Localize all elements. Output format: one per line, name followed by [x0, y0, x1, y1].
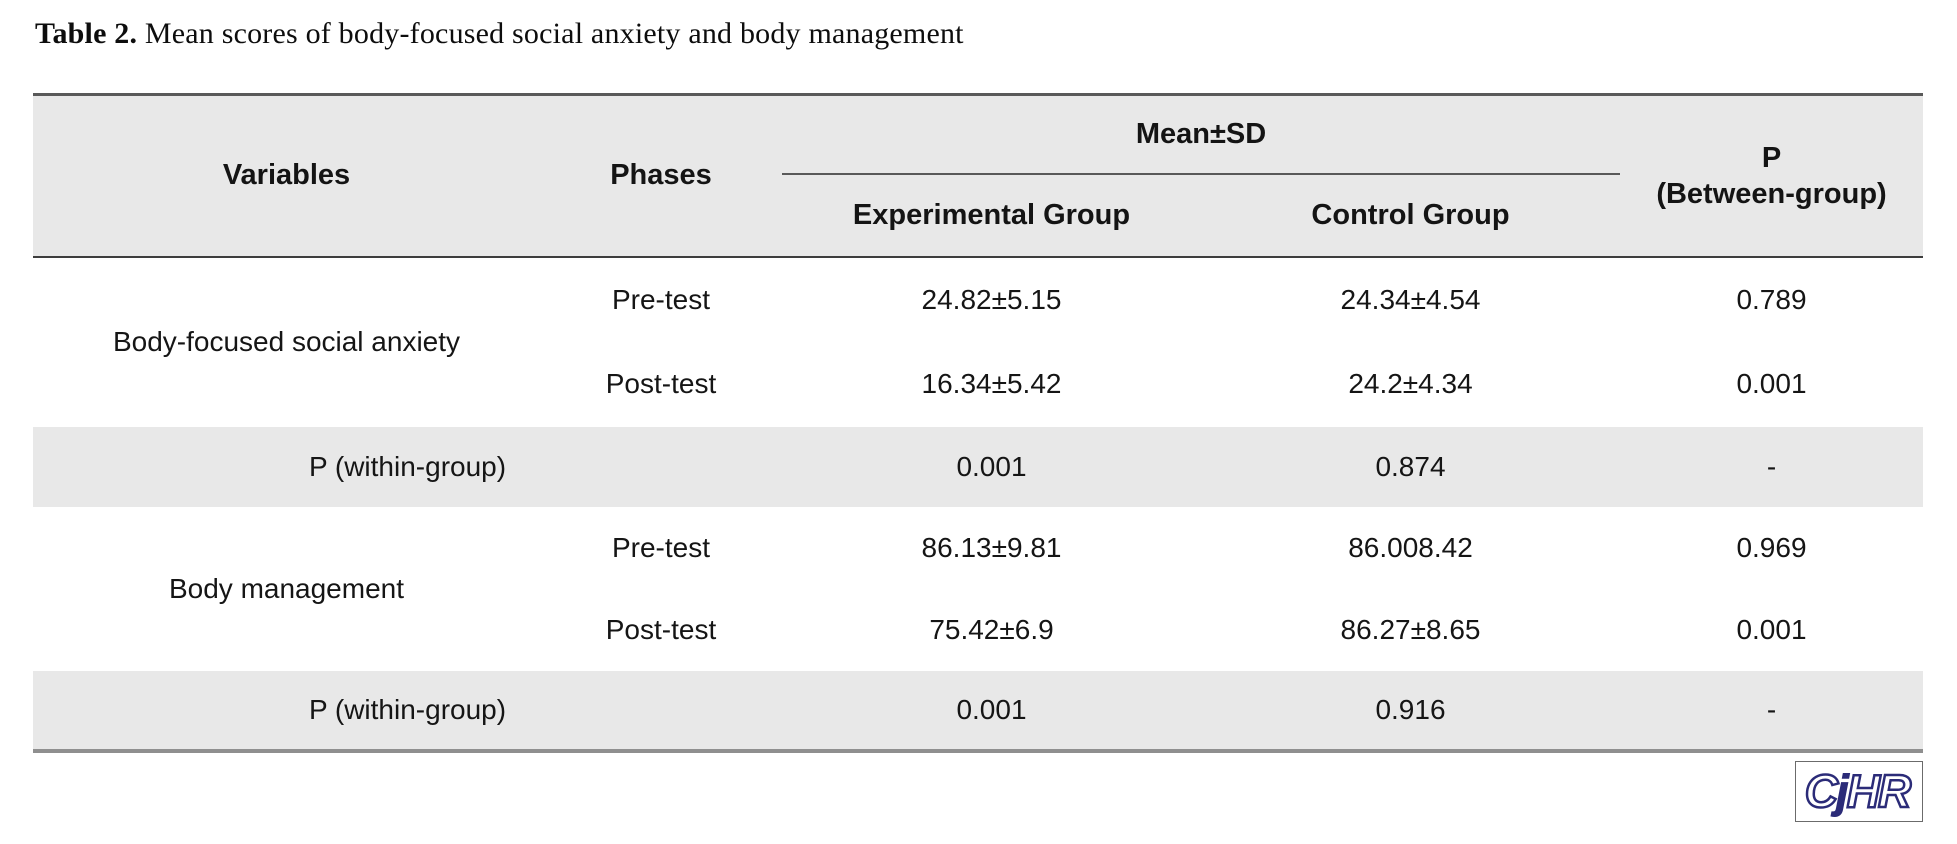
header-p-line2: (Between-group) — [1656, 177, 1887, 210]
within-value-control: 0.916 — [1201, 670, 1620, 753]
within-value-experimental: 0.001 — [956, 450, 1027, 482]
within-p-cell: - — [1620, 670, 1923, 753]
header-experimental-group: Experimental Group — [782, 173, 1201, 258]
within-group-row: P (within-group) 0.001 0.916 - — [33, 670, 1923, 753]
phase-cell: Pre-test — [611, 531, 711, 563]
value-cell-control: 24.2±4.34 — [1348, 368, 1473, 399]
header-p-line1: P — [1761, 141, 1782, 174]
logo-letter-j: j — [1836, 765, 1850, 817]
value-cell-experimental: 75.42±6.9 — [929, 613, 1054, 645]
logo-letter-c: C — [1804, 765, 1840, 817]
table-title-text: Mean scores of body-focused social anxie… — [137, 17, 964, 50]
phase-cell: Pre-test — [611, 283, 711, 315]
value-cell-control: 24.34±4.54 — [1340, 283, 1481, 315]
header-mean-sd: Mean±SD — [782, 94, 1620, 175]
p-value-cell: 0.001 — [1736, 613, 1807, 645]
header-phases: Phases — [540, 94, 782, 258]
within-value-experimental: 0.001 — [782, 670, 1201, 753]
header-control-group: Control Group — [1201, 173, 1620, 258]
logo-row: CjHR — [33, 760, 1923, 822]
within-group-label-cell: P (within-group) — [308, 450, 507, 482]
p-value-cell: 0.001 — [1736, 368, 1807, 399]
value-cell-experimental: 24.82±5.15 — [921, 283, 1062, 315]
journal-logo-text: CjHR — [1804, 765, 1913, 817]
value-cell-control: 86.008.42 — [1348, 531, 1473, 563]
within-p-cell: - — [1766, 450, 1777, 482]
table-title: Table 2. Mean scores of body-focused soc… — [35, 16, 1923, 52]
value-cell-experimental: 16.34±5.42 — [921, 368, 1062, 399]
logo-letters-hr: HR — [1846, 765, 1913, 817]
phase-cell: Post-test — [605, 613, 717, 645]
page: Table 2. Mean scores of body-focused soc… — [33, 16, 1923, 822]
p-value-cell: 0.969 — [1736, 531, 1807, 563]
value-cell-control: 86.27±8.65 — [1340, 613, 1481, 645]
variable-cell: Body-focused social anxiety — [112, 326, 461, 357]
table-header: Variables Phases Mean±SD P (Between-grou… — [33, 94, 1923, 258]
journal-logo: CjHR — [1795, 760, 1923, 822]
table-row: Body management Pre-test 86.13±9.81 86.0… — [33, 507, 1923, 604]
phase-cell: Post-test — [605, 368, 717, 399]
table-body: Body-focused social anxiety Pre-test 24.… — [33, 257, 1923, 753]
within-group-row: P (within-group) 0.001 0.874 - — [33, 426, 1923, 507]
header-variables: Variables — [33, 94, 540, 258]
within-group-label-cell: P (within-group) — [33, 670, 782, 753]
header-p-between-group: P (Between-group) — [1620, 94, 1923, 258]
value-cell-experimental: 86.13±9.81 — [921, 531, 1062, 563]
table-title-label: Table 2. — [35, 17, 138, 50]
p-value-cell: 0.789 — [1736, 283, 1807, 315]
within-value-control: 0.874 — [1375, 450, 1446, 482]
variable-cell: Body management — [168, 572, 405, 604]
table-row: Body-focused social anxiety Pre-test 24.… — [33, 257, 1923, 358]
table-row: Post-test 75.42±6.9 86.27±8.65 0.001 — [33, 589, 1923, 671]
table-row: Post-test 16.34±5.42 24.2±4.34 0.001 — [33, 342, 1923, 427]
results-table: Variables Phases Mean±SD P (Between-grou… — [33, 93, 1923, 753]
